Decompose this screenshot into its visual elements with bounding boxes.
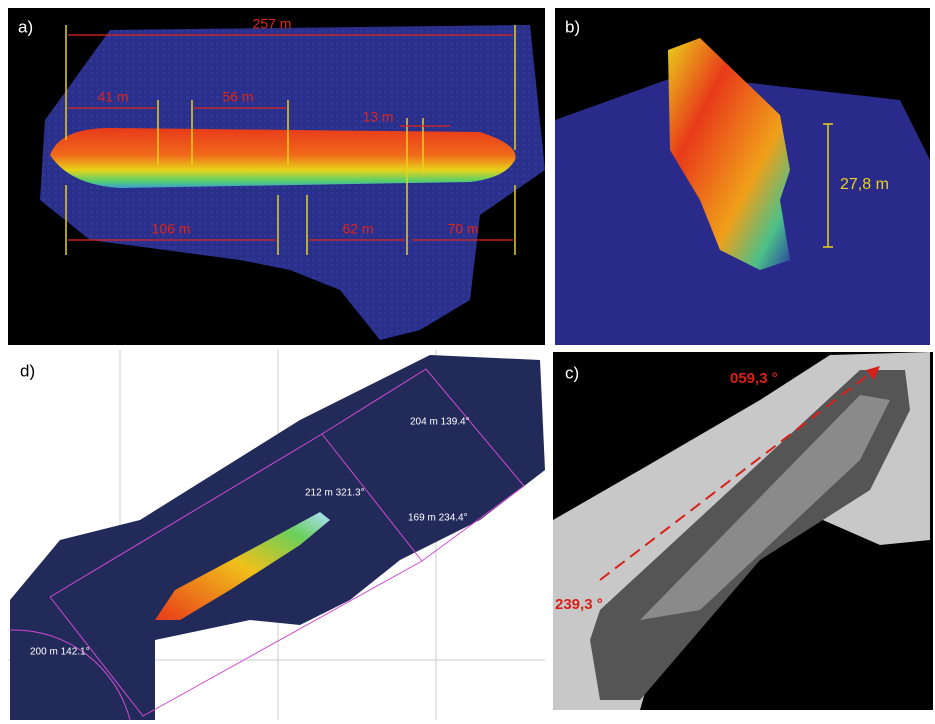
dimension: 62 m bbox=[342, 221, 373, 237]
dimension: 56 m bbox=[222, 89, 253, 105]
panel-a: a) 257 m 41 m 56 m 13 m 106 m 62 m 70 m bbox=[8, 8, 545, 345]
dimension: 257 m bbox=[253, 16, 292, 32]
panel-label: b) bbox=[565, 17, 580, 36]
dimension: 70 m bbox=[447, 221, 478, 237]
heading: 059,3 ° bbox=[730, 370, 778, 387]
bearing: 200 m 142.1° bbox=[30, 647, 90, 658]
panel-label: d) bbox=[20, 361, 35, 380]
wreck bbox=[50, 128, 516, 188]
bearing: 169 m 234.4° bbox=[408, 513, 468, 524]
figure: a) 257 m 41 m 56 m 13 m 106 m 62 m 70 m … bbox=[0, 0, 935, 724]
panel-b: b) 27,8 m bbox=[555, 8, 930, 345]
height-label: 27,8 m bbox=[840, 176, 889, 193]
bearing: 212 m 321.3° bbox=[305, 488, 365, 499]
heading: 239,3 ° bbox=[555, 596, 603, 613]
panel-label: a) bbox=[18, 17, 33, 36]
panel-c: c) 059,3 ° 239,3 ° bbox=[553, 352, 933, 710]
dimension: 13 m bbox=[362, 109, 393, 125]
dimension: 106 m bbox=[152, 221, 191, 237]
panel-label: c) bbox=[565, 363, 579, 382]
bearing: 204 m 139.4° bbox=[410, 417, 470, 428]
dimension: 41 m bbox=[97, 89, 128, 105]
panel-d: d) 204 m 139.4° 212 m 321.3° 169 m 234.4… bbox=[8, 350, 545, 720]
